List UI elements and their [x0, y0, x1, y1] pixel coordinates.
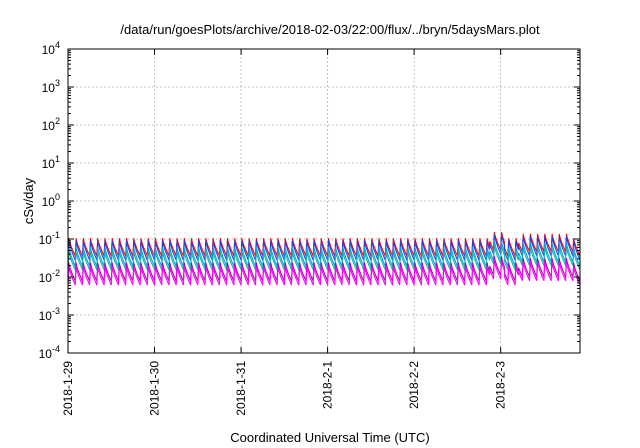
y-tick-label: 10-2: [39, 268, 60, 285]
plot-frame: [67, 48, 581, 354]
y-tick-label: 104: [42, 40, 60, 57]
y-tick-label: 102: [42, 116, 60, 133]
y-tick-label: 10-1: [39, 230, 60, 247]
grid-lines: [68, 49, 580, 353]
y-tick-label: 100: [42, 192, 60, 209]
series-line: [67, 245, 581, 271]
x-tick-label: 2018-2-2: [407, 361, 421, 409]
chart-title: /data/run/goesPlots/archive/2018-02-03/2…: [120, 22, 540, 37]
x-tick-label: 2018-2-3: [494, 361, 508, 409]
series-line: [67, 231, 581, 257]
series-line: [67, 240, 581, 267]
series-line: [67, 234, 581, 261]
x-tick-label: 2018-1-31: [234, 361, 248, 416]
x-axis-label: Coordinated Universal Time (UTC): [230, 430, 429, 445]
series-line: [67, 260, 581, 286]
y-tick-label: 103: [42, 78, 60, 95]
y-tick-label: 101: [42, 154, 60, 171]
series-lines: [67, 231, 581, 286]
x-tick-label: 2018-2-1: [321, 361, 335, 409]
y-tick-label: 10-3: [39, 306, 60, 323]
x-tick-label: 2018-1-29: [61, 361, 75, 416]
series-line: [67, 256, 581, 282]
y-axis-label: cSv/day: [21, 177, 36, 224]
y-tick-label: 10-4: [39, 344, 60, 361]
axis-ticks: 10-4 10-3 10-2 10-1 100 101 102 103 104 2018-1-29…: [39, 40, 580, 416]
x-tick-label: 2018-1-30: [148, 361, 162, 416]
